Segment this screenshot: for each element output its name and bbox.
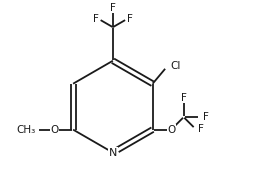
Text: F: F (110, 3, 116, 13)
Text: N: N (109, 148, 117, 158)
Text: O: O (51, 125, 59, 135)
Text: F: F (181, 93, 187, 103)
Text: Cl: Cl (170, 61, 180, 71)
Text: F: F (203, 112, 209, 122)
Text: O: O (167, 125, 175, 135)
Text: CH₃: CH₃ (17, 125, 36, 135)
Text: F: F (93, 14, 99, 24)
Text: F: F (126, 14, 132, 24)
Text: F: F (198, 124, 203, 134)
